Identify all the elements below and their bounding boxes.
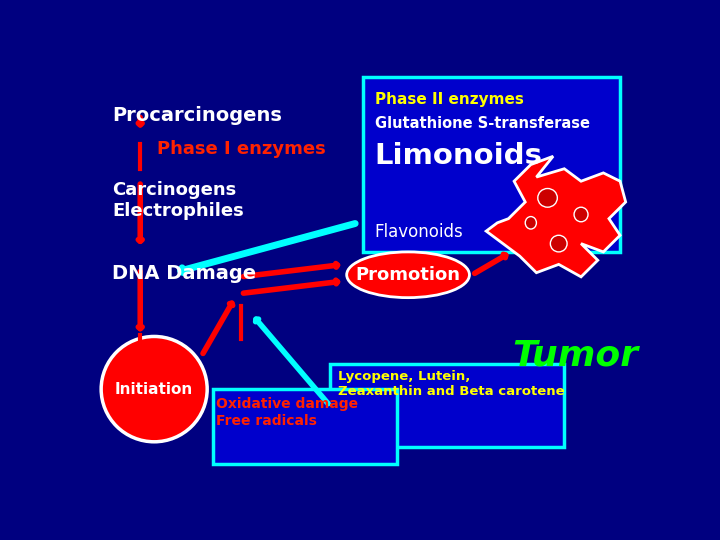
Ellipse shape — [102, 336, 207, 442]
Text: Carcinogens
Electrophiles: Carcinogens Electrophiles — [112, 181, 244, 220]
Text: Phase II enzymes: Phase II enzymes — [374, 92, 523, 107]
Text: Limonoids: Limonoids — [374, 141, 543, 170]
Bar — [330, 364, 564, 447]
Text: DNA Damage: DNA Damage — [112, 265, 256, 284]
Text: Glutathione S-transferase: Glutathione S-transferase — [374, 116, 590, 131]
Ellipse shape — [574, 207, 588, 222]
Text: Tumor: Tumor — [513, 339, 639, 373]
Ellipse shape — [525, 217, 536, 229]
Text: Lycopene, Lutein,
Zeaxanthin and Beta carotene: Lycopene, Lutein, Zeaxanthin and Beta ca… — [338, 370, 565, 399]
Text: Initiation: Initiation — [115, 382, 193, 396]
Ellipse shape — [550, 235, 567, 252]
Bar — [213, 389, 397, 464]
Ellipse shape — [538, 188, 557, 207]
Text: Flavonoids: Flavonoids — [374, 223, 464, 241]
Bar — [364, 77, 620, 252]
Text: Oxidative damage
Free radicals: Oxidative damage Free radicals — [215, 397, 358, 428]
Text: Promotion: Promotion — [356, 266, 461, 284]
Text: Phase I enzymes: Phase I enzymes — [157, 140, 325, 158]
Polygon shape — [486, 156, 626, 277]
Text: Procarcinogens: Procarcinogens — [112, 106, 282, 125]
Ellipse shape — [346, 252, 469, 298]
